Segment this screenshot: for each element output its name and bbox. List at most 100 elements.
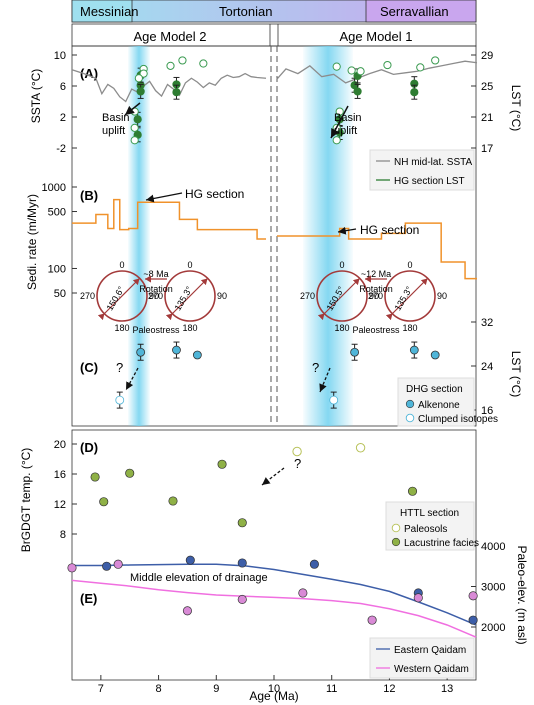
clumped-point	[329, 395, 339, 405]
tick-label: 24	[481, 361, 493, 373]
rose-deg0: 0	[407, 260, 412, 270]
tick-label: 16	[481, 405, 493, 417]
rose-deg90: 90	[369, 291, 379, 301]
rose-stress-axis	[317, 278, 360, 321]
rose-angle: 150.6°	[105, 284, 127, 312]
legend-d: HTTL section Paleosols Lacustrine facies	[385, 501, 479, 551]
alkenone-point	[136, 347, 146, 357]
lacustrine-point	[99, 497, 109, 507]
legend-alkenone: Alkenone	[418, 400, 460, 411]
rose-deg180: 180	[114, 323, 129, 333]
eastern-point	[309, 559, 319, 569]
chart-marks	[67, 56, 478, 638]
tick-label: 2	[60, 112, 66, 124]
legend-c-title: DHG section	[406, 384, 463, 395]
rose-deg0: 0	[187, 260, 192, 270]
rose-circle	[384, 270, 436, 322]
alkenone-point	[192, 350, 202, 360]
alkenone-point	[409, 345, 419, 355]
basin-uplift-text-4: uplift	[334, 125, 357, 137]
rose-deg180: 180	[182, 323, 197, 333]
hg-lst-point	[172, 88, 181, 97]
stage-tortonian: Tortonian	[219, 4, 272, 19]
panel-label-c: (C)	[80, 360, 98, 375]
rose-deg90: 90	[437, 291, 447, 301]
tick-label: 16	[54, 469, 66, 481]
legend-western: Western Qaidam	[394, 664, 469, 675]
hg-lst-open-point	[383, 60, 392, 70]
alkenone-point	[350, 347, 360, 357]
rose-deg270: 270	[300, 291, 315, 301]
legend-nh-ssta: NH mid-lat. SSTA	[394, 157, 472, 168]
stage-messinian: Messinian	[80, 4, 139, 19]
western-point	[67, 563, 77, 573]
alkenone-point	[430, 350, 440, 360]
legend-clumped: Clumped isotopes	[418, 414, 498, 425]
hg-lst-point	[136, 87, 145, 96]
question-arrow-1	[125, 367, 139, 391]
lacustrine-point	[125, 468, 135, 478]
rose-deg180: 180	[402, 323, 417, 333]
tick-label: 13	[441, 683, 453, 695]
basin-uplift-arrow	[124, 102, 141, 116]
hg-lst-open-point	[139, 69, 148, 78]
question-mark-1: ?	[116, 360, 123, 375]
hg-section-label-1: HG section	[185, 187, 244, 201]
hg-lst-open-point	[416, 63, 425, 72]
stage-header: Messinian Tortonian Serravallian Age Mod…	[71, 0, 477, 47]
western-point	[182, 606, 192, 616]
rose-circle	[164, 270, 216, 322]
ssta-series-line	[276, 60, 478, 84]
rose-stress-axis	[385, 278, 428, 321]
rose-age: ~8 Ma	[143, 269, 168, 279]
hg-section-arrow-1	[145, 192, 183, 203]
western-point	[367, 615, 377, 625]
hg-lst-open-point	[332, 136, 341, 145]
hg-lst-open-point	[130, 123, 139, 132]
rose-deg270: 270	[368, 291, 383, 301]
hg-lst-open-point	[332, 62, 341, 71]
hg-lst-open-point	[199, 59, 208, 68]
hg-lst-point	[133, 115, 142, 124]
tick-label: 10	[268, 683, 280, 695]
western-point	[468, 591, 478, 601]
lacustrine-point	[168, 496, 178, 506]
legend-hg-lst: HG section LST	[394, 176, 465, 187]
legend-eastern: Eastern Qaidam	[394, 645, 466, 656]
hg-lst-open-point	[356, 67, 365, 76]
legend-d-title: HTTL section	[400, 508, 459, 519]
rose-deg90: 90	[217, 291, 227, 301]
tick-label: 29	[481, 50, 493, 62]
eastern-point	[102, 561, 112, 571]
paleosol-point	[292, 446, 302, 457]
basin-uplift-text-2: uplift	[102, 125, 125, 137]
legend-a: NH mid-lat. SSTA HG section LST	[369, 149, 475, 191]
tick-label: 4000	[481, 541, 505, 553]
tick-label: 25	[481, 81, 493, 93]
western-point	[413, 593, 423, 603]
lacustrine-point	[237, 518, 247, 528]
ssta-axis-title: SSTA (°C)	[29, 69, 43, 124]
rose-rotation-label: Rotation	[139, 284, 173, 294]
rose-stress-axis	[97, 278, 140, 321]
question-mark-2: ?	[312, 360, 319, 375]
hg-lst-open-point	[178, 56, 187, 65]
age-model-1-label: Age Model 1	[340, 29, 413, 44]
rose-circle	[316, 270, 368, 322]
hg-section-annotation: HG section HG section	[145, 187, 419, 237]
lacustrine-point	[217, 459, 227, 469]
rose-age: ~12 Ma	[361, 269, 391, 279]
eastern-point	[237, 558, 247, 568]
hg-lst-point	[410, 88, 419, 97]
clumped-point	[115, 395, 125, 405]
tick-label: 11	[326, 683, 337, 695]
stage-serravallian: Serravallian	[380, 4, 449, 19]
tick-label: 9	[213, 683, 219, 695]
tick-label: 500	[48, 207, 66, 219]
tick-label: 6	[60, 81, 66, 93]
alkenone-point	[172, 345, 181, 355]
question-arrow-3	[261, 467, 285, 486]
basin-uplift-annotation: Basin uplift Basin uplift	[102, 102, 362, 139]
